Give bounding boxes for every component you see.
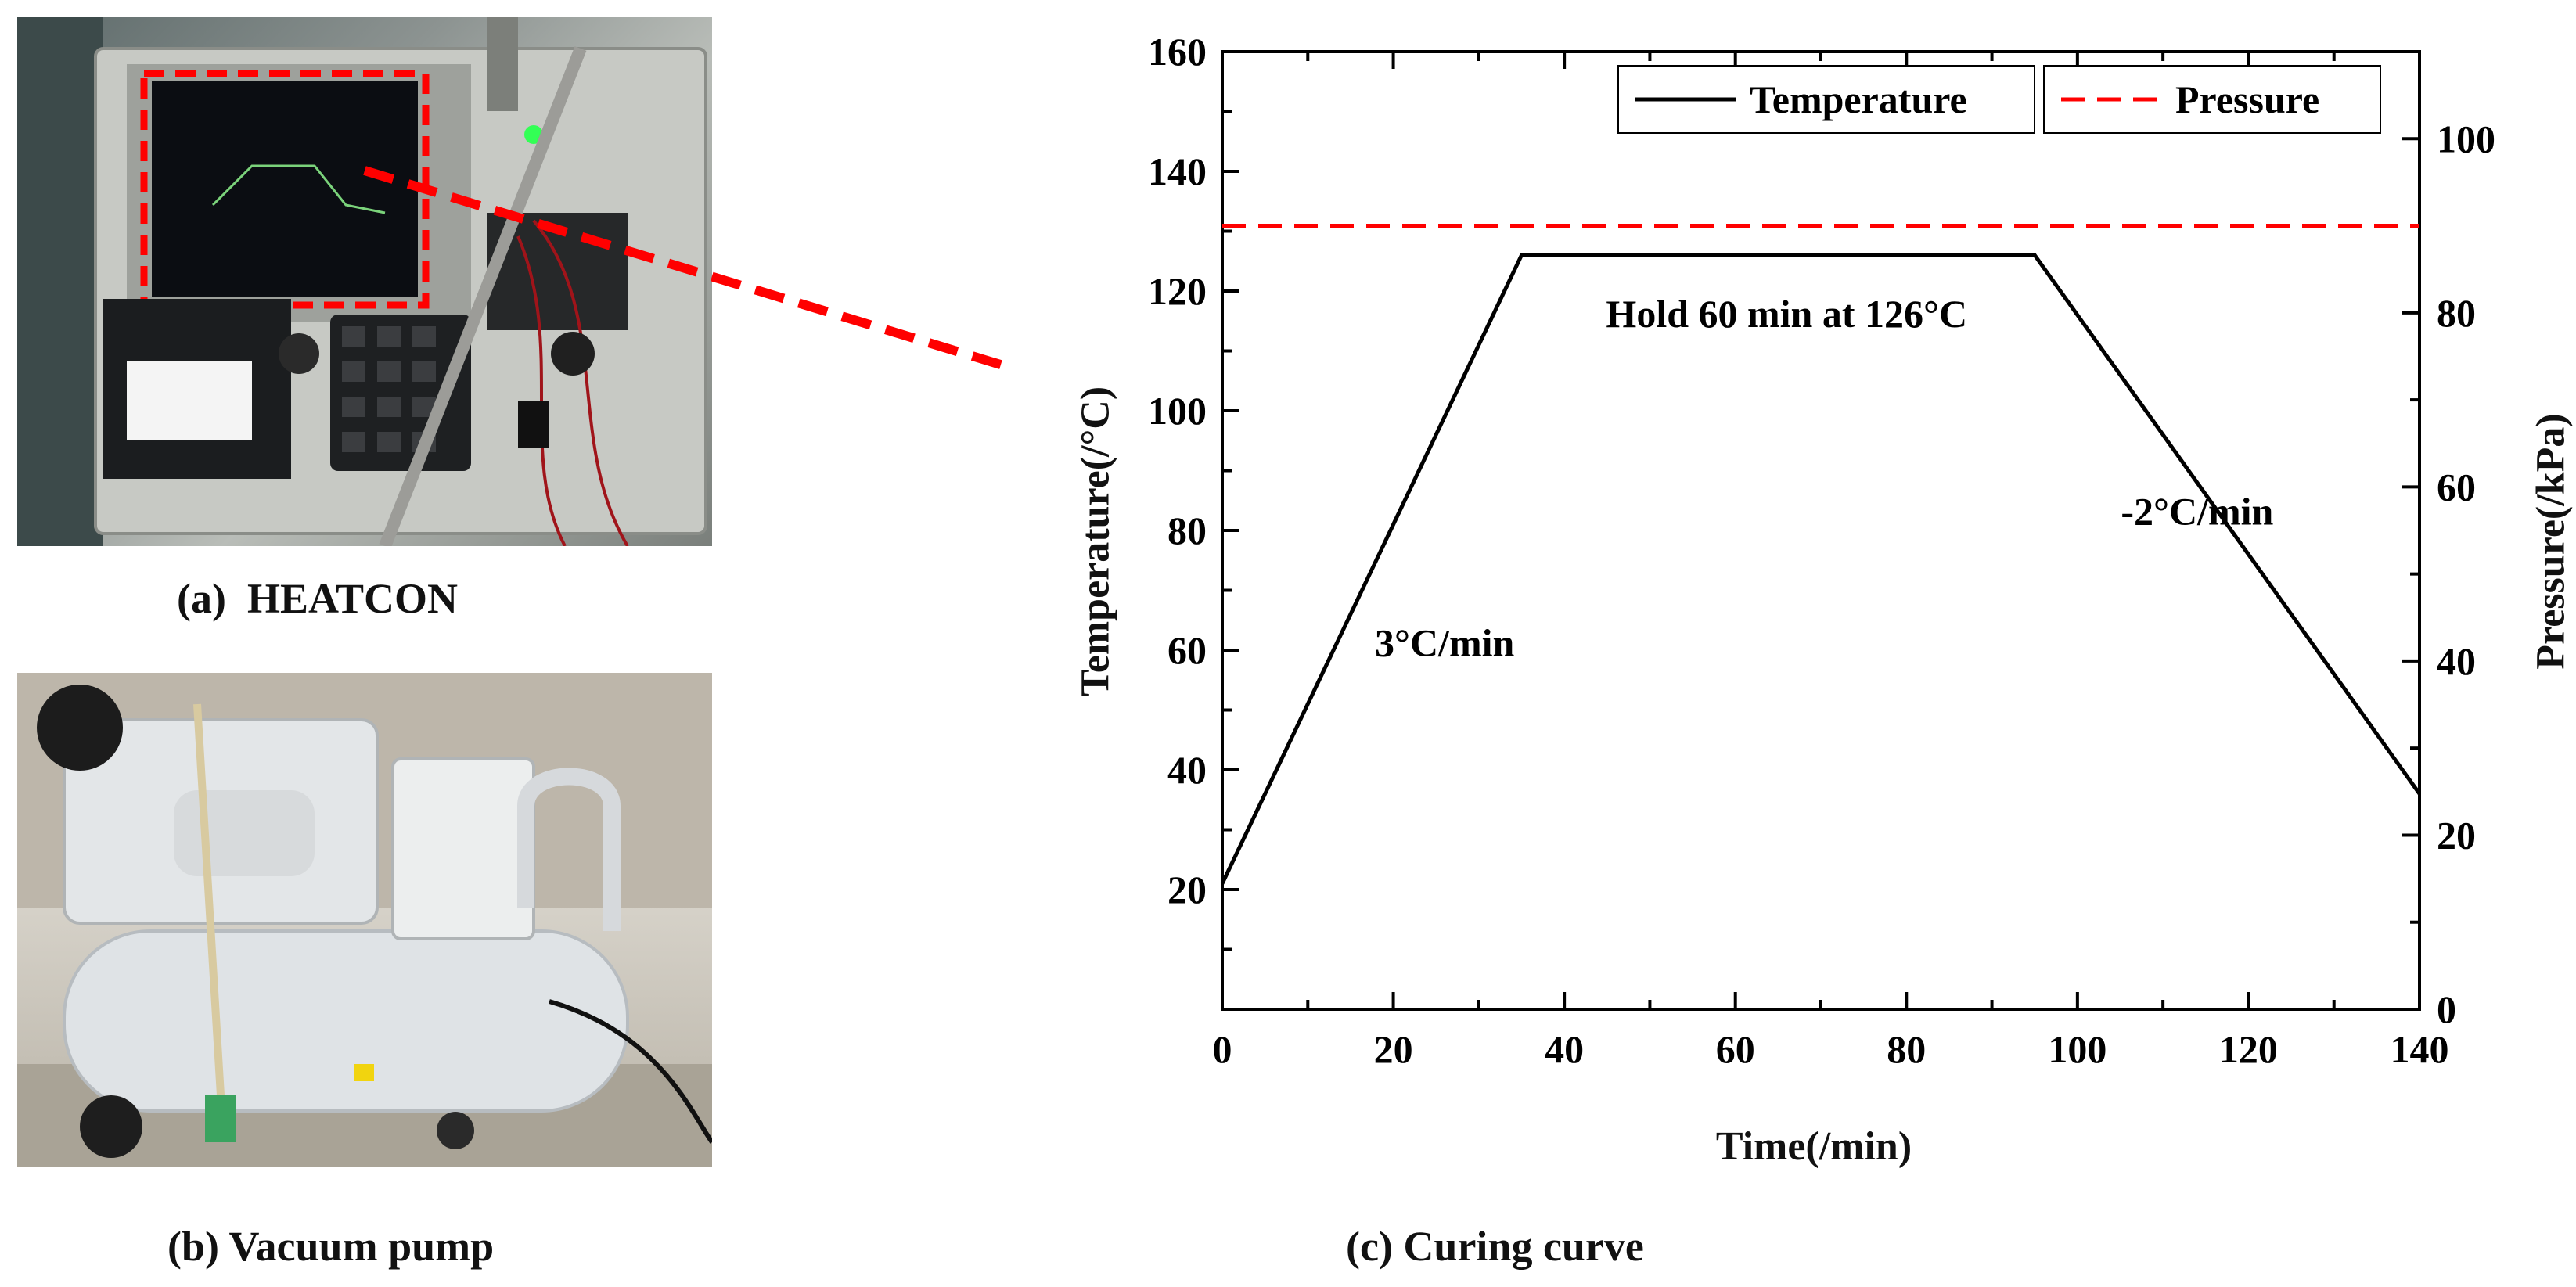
y-axis-title-right: Pressure(/kPa)	[2528, 413, 2574, 670]
x-tick-label: 120	[2219, 1027, 2278, 1071]
series-layer	[1220, 224, 2422, 885]
series-line-temperature	[1220, 253, 2422, 885]
y-tick-label: 160	[1148, 30, 1207, 74]
x-tick-label: 100	[2048, 1027, 2106, 1071]
annotation-layer: Hold 60 min at 126°C 3°C/min -2°C/min	[1375, 292, 2274, 665]
screen-highlight-box	[140, 70, 430, 309]
y-tick-label: 120	[1148, 269, 1207, 313]
x-tick-label: 60	[1716, 1027, 1755, 1071]
legend-label: Temperature	[1750, 77, 1967, 121]
vacuum-pump-illustration	[17, 673, 712, 1167]
y-tick-label: 140	[1148, 149, 1207, 193]
caption-vacuum-pump: (b) Vacuum pump	[167, 1223, 495, 1270]
legend: Temperature Pressure	[1617, 65, 2381, 134]
vacuum-pump-photo	[17, 673, 712, 1167]
chart-annotation: 3°C/min	[1375, 621, 1515, 665]
y2-tick-label: 80	[2437, 291, 2476, 335]
caption-heatcon: (a) HEATCON	[177, 575, 458, 622]
y2-tick-label: 100	[2437, 117, 2495, 160]
caption-curing-curve: (c) Curing curve	[1346, 1223, 1644, 1270]
y-tick-label: 20	[1167, 868, 1207, 911]
y-tick-label: 80	[1167, 509, 1207, 552]
chart-annotation: Hold 60 min at 126°C	[1606, 292, 1967, 336]
y-tick-label: 100	[1148, 389, 1207, 433]
y-axis-title-left: Temperature(/°C)	[1073, 386, 1118, 697]
ticks-layer: 0 20 40 60 80 100 120 140 20 40 60 80 100 120 140 160 0 2…	[1148, 30, 2495, 1071]
y2-tick-label: 0	[2437, 987, 2456, 1031]
y2-tick-label: 20	[2437, 813, 2476, 857]
chart-annotation: -2°C/min	[2121, 489, 2273, 533]
y-tick-label: 60	[1167, 628, 1207, 672]
x-tick-label: 140	[2391, 1027, 2449, 1071]
x-tick-label: 0	[1213, 1027, 1232, 1071]
legend-label: Pressure	[2175, 77, 2319, 121]
y2-tick-label: 40	[2437, 639, 2476, 683]
x-axis-title: Time(/min)	[1715, 1124, 1912, 1169]
x-tick-label: 40	[1545, 1027, 1584, 1071]
x-tick-label: 20	[1374, 1027, 1413, 1071]
y2-tick-label: 60	[2437, 465, 2476, 509]
x-tick-label: 80	[1887, 1027, 1926, 1071]
y-tick-label: 40	[1167, 748, 1207, 792]
